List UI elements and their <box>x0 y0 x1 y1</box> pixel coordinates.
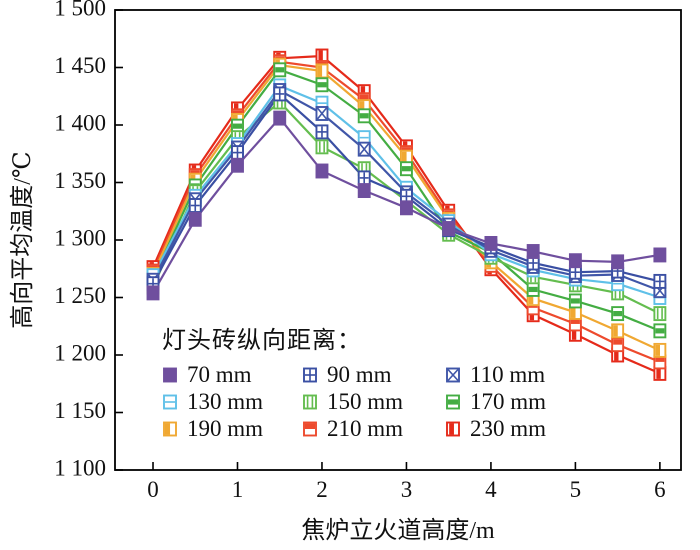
y-tick-label: 1 500 <box>54 0 106 20</box>
chart-marker-170mm <box>273 62 287 78</box>
chart-marker-70mm <box>653 247 667 263</box>
chart-marker-110mm <box>357 141 371 157</box>
x-axis-label: 焦炉立火道高度/m <box>301 517 495 544</box>
x-tick-label: 0 <box>147 477 159 502</box>
legend-item-70mm: 70 mm <box>162 362 302 388</box>
chart-marker-90mm <box>653 273 667 289</box>
x-tick-label: 6 <box>654 477 666 502</box>
chart-marker-170mm <box>611 306 625 322</box>
legend-marker-130mm <box>163 394 177 409</box>
legend-item-label: 170 mm <box>470 388 547 414</box>
legend-item-label: 230 mm <box>470 415 547 441</box>
legend-marker-110mm <box>446 367 460 382</box>
chart-marker-90mm <box>231 145 244 161</box>
legend-item-label: 90 mm <box>327 361 392 387</box>
legend-grid: 70 mm 90 mm 110 mm 130 mm 150 mm 170 mm 190 mm… <box>162 361 546 442</box>
x-tick-label: 4 <box>485 477 497 502</box>
chart-marker-210mm <box>611 337 625 353</box>
legend-marker-icon <box>163 367 177 382</box>
legend-item-170mm: 170 mm <box>445 389 546 415</box>
chart-marker-70mm <box>399 200 413 216</box>
legend-item-label: 70 mm <box>187 361 252 387</box>
legend-item-label: 130 mm <box>187 388 264 414</box>
chart-marker-190mm <box>315 63 329 79</box>
legend-marker-icon <box>163 421 177 436</box>
legend-item-150mm: 150 mm <box>302 389 445 415</box>
chart-marker-170mm <box>653 323 667 339</box>
y-tick-label: 1 250 <box>54 283 106 308</box>
chart-marker-70mm <box>315 163 329 179</box>
chart-marker-150mm <box>315 139 329 155</box>
legend-marker-icon <box>446 421 460 436</box>
x-tick-label: 2 <box>316 477 328 502</box>
legend-item-label: 210 mm <box>327 415 404 441</box>
y-tick-label: 1 450 <box>54 53 106 78</box>
legend-marker-icon <box>446 367 460 382</box>
x-tick-label: 5 <box>570 477 582 502</box>
x-tick-label: 1 <box>232 477 244 502</box>
legend-item-130mm: 130 mm <box>162 389 302 415</box>
chart-marker-90mm <box>188 198 202 213</box>
chart-marker-170mm <box>315 77 329 93</box>
chart-marker-110mm <box>315 106 329 121</box>
chart-marker-90mm <box>273 86 287 102</box>
chart-marker-70mm <box>188 211 202 227</box>
legend-marker-icon <box>303 367 317 382</box>
chart-marker-190mm <box>611 323 625 339</box>
chart-marker-70mm <box>146 285 160 301</box>
chart-marker-70mm <box>273 110 287 126</box>
legend-marker-170mm <box>446 394 460 409</box>
legend-marker-230mm <box>446 421 460 436</box>
y-tick-label: 1 100 <box>54 455 106 480</box>
legend-marker-icon <box>163 394 177 409</box>
y-tick-label: 1 200 <box>54 340 106 365</box>
chart-marker-190mm <box>653 342 667 358</box>
legend-item-110mm: 110 mm <box>445 362 546 388</box>
chart-marker-170mm <box>357 108 371 124</box>
x-tick-label: 3 <box>401 477 413 502</box>
chart-marker-170mm <box>526 282 540 297</box>
legend-item-label: 190 mm <box>187 415 264 441</box>
legend: 灯头砖纵向距离： 70 mm 90 mm 110 mm 130 mm 150 mm 170… <box>150 320 546 442</box>
y-tick-label: 1 150 <box>54 398 106 423</box>
chart-marker-70mm <box>442 221 456 236</box>
y-tick-label: 1 300 <box>54 225 106 250</box>
legend-marker-210mm <box>303 421 317 436</box>
legend-marker-icon <box>303 421 317 436</box>
chart-marker-70mm <box>357 183 371 199</box>
chart-marker-70mm <box>484 235 498 251</box>
legend-item-90mm: 90 mm <box>302 362 445 388</box>
chart-marker-170mm <box>399 161 413 177</box>
y-tick-label: 1 400 <box>54 110 106 135</box>
chart-marker-150mm <box>653 306 667 322</box>
chart-marker-70mm <box>526 244 540 259</box>
chart-marker-90mm <box>357 170 371 186</box>
chart-marker-70mm <box>611 254 625 270</box>
legend-marker-150mm <box>303 394 317 409</box>
legend-marker-70mm <box>163 367 177 382</box>
chart-marker-170mm <box>568 293 582 309</box>
chart-marker-70mm <box>231 157 244 173</box>
y-axis-label: 高向平均温度/℃ <box>9 151 36 329</box>
legend-marker-icon <box>303 394 317 409</box>
legend-title: 灯头砖纵向距离： <box>162 328 362 354</box>
legend-marker-icon <box>446 394 460 409</box>
legend-item-210mm: 210 mm <box>302 416 445 442</box>
legend-item-190mm: 190 mm <box>162 416 302 442</box>
chart-marker-90mm <box>315 124 329 140</box>
legend-marker-90mm <box>303 367 317 382</box>
legend-marker-190mm <box>163 421 177 436</box>
chart-marker-70mm <box>568 253 582 269</box>
y-tick-label: 1 350 <box>54 168 106 193</box>
legend-item-label: 110 mm <box>470 361 546 387</box>
legend-item-label: 150 mm <box>327 388 404 414</box>
legend-item-230mm: 230 mm <box>445 416 546 442</box>
